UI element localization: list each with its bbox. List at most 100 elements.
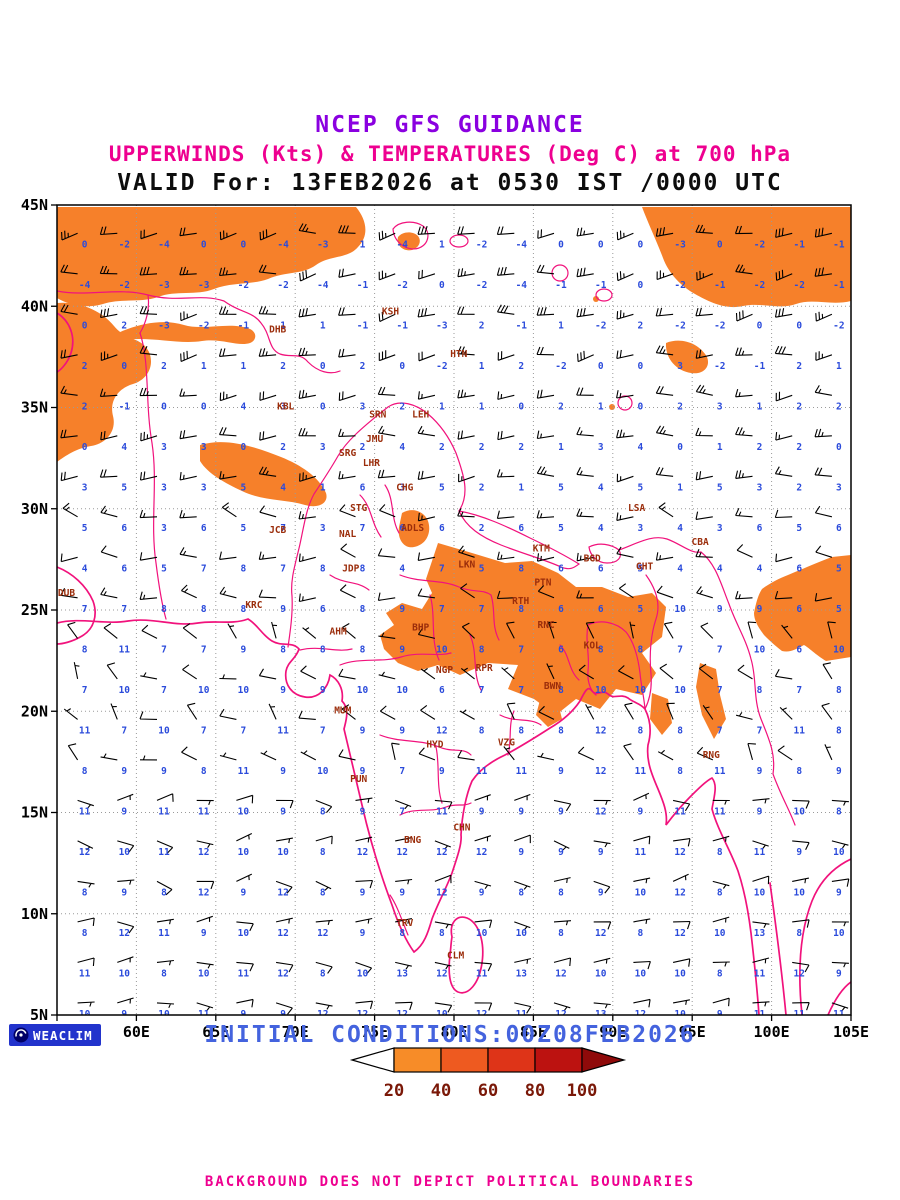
- svg-text:7: 7: [479, 604, 485, 615]
- svg-text:0: 0: [241, 239, 247, 250]
- svg-text:-2: -2: [198, 320, 209, 331]
- svg-text:9: 9: [836, 887, 842, 898]
- svg-text:7: 7: [677, 644, 683, 655]
- svg-text:SRN: SRN: [369, 410, 386, 421]
- svg-text:9: 9: [558, 766, 564, 777]
- svg-text:-1: -1: [833, 239, 845, 250]
- svg-text:10: 10: [238, 685, 250, 696]
- svg-text:8: 8: [201, 766, 207, 777]
- svg-text:35N: 35N: [21, 399, 48, 417]
- svg-text:7: 7: [241, 725, 247, 736]
- svg-text:JMU: JMU: [366, 434, 383, 445]
- svg-text:0: 0: [241, 442, 247, 453]
- svg-text:-4: -4: [277, 239, 289, 250]
- svg-text:-2: -2: [238, 280, 249, 291]
- svg-text:-4: -4: [317, 280, 329, 291]
- svg-text:-2: -2: [476, 280, 487, 291]
- svg-text:0: 0: [82, 239, 88, 250]
- wind-barbs: [60, 223, 850, 1015]
- svg-text:9: 9: [320, 685, 326, 696]
- svg-text:1: 1: [479, 401, 485, 412]
- svg-text:9: 9: [479, 887, 485, 898]
- svg-text:VZG: VZG: [498, 738, 515, 749]
- svg-text:1: 1: [280, 320, 286, 331]
- svg-text:4: 4: [598, 523, 604, 534]
- colorbar-scale: 20 40 60 80 100: [349, 1047, 627, 1101]
- svg-text:-2: -2: [674, 280, 685, 291]
- svg-text:-2: -2: [436, 361, 447, 372]
- svg-text:3: 3: [161, 442, 167, 453]
- svg-text:4: 4: [121, 442, 127, 453]
- svg-text:5: 5: [638, 482, 644, 493]
- svg-text:-1: -1: [396, 320, 408, 331]
- svg-text:9: 9: [241, 887, 247, 898]
- svg-text:8: 8: [280, 644, 286, 655]
- svg-text:3: 3: [638, 523, 644, 534]
- svg-text:8: 8: [320, 644, 326, 655]
- svg-text:RTH: RTH: [512, 596, 529, 607]
- svg-text:10: 10: [317, 766, 329, 777]
- svg-text:10: 10: [793, 887, 805, 898]
- svg-text:9: 9: [757, 766, 763, 777]
- svg-text:6: 6: [796, 563, 802, 574]
- svg-text:7: 7: [717, 685, 723, 696]
- svg-text:8: 8: [757, 685, 763, 696]
- svg-text:2: 2: [479, 320, 485, 331]
- svg-text:11: 11: [674, 806, 686, 817]
- svg-text:5: 5: [121, 482, 127, 493]
- svg-text:8: 8: [161, 968, 167, 979]
- svg-text:7: 7: [518, 685, 524, 696]
- svg-text:10: 10: [79, 1009, 91, 1020]
- svg-text:11: 11: [793, 1009, 805, 1020]
- svg-text:-3: -3: [674, 239, 686, 250]
- svg-text:4: 4: [638, 442, 644, 453]
- svg-text:-4: -4: [79, 280, 91, 291]
- svg-text:1: 1: [558, 320, 564, 331]
- svg-text:7: 7: [121, 725, 127, 736]
- svg-text:6: 6: [121, 523, 127, 534]
- svg-text:4: 4: [677, 563, 683, 574]
- svg-text:60E: 60E: [123, 1023, 150, 1041]
- svg-text:40N: 40N: [21, 297, 48, 315]
- svg-text:9: 9: [121, 1009, 127, 1020]
- svg-text:NGP: NGP: [436, 665, 453, 676]
- svg-text:10: 10: [674, 1009, 686, 1020]
- svg-text:0: 0: [638, 239, 644, 250]
- svg-text:KSH: KSH: [382, 306, 399, 317]
- svg-text:9: 9: [796, 847, 802, 858]
- svg-text:9: 9: [280, 806, 286, 817]
- svg-text:8: 8: [320, 847, 326, 858]
- svg-text:12: 12: [79, 847, 90, 858]
- svg-text:9: 9: [360, 725, 366, 736]
- svg-text:0: 0: [320, 361, 326, 372]
- svg-text:8: 8: [518, 887, 524, 898]
- svg-text:65E: 65E: [202, 1023, 229, 1041]
- svg-text:30N: 30N: [21, 500, 48, 518]
- svg-text:0: 0: [796, 320, 802, 331]
- svg-text:7: 7: [82, 685, 88, 696]
- svg-text:8: 8: [717, 887, 723, 898]
- svg-text:3: 3: [836, 482, 842, 493]
- svg-text:5N: 5N: [30, 1006, 48, 1024]
- svg-text:6: 6: [796, 604, 802, 615]
- svg-text:9: 9: [280, 766, 286, 777]
- svg-text:LHR: LHR: [363, 458, 380, 469]
- svg-text:SRG: SRG: [339, 448, 356, 459]
- svg-text:11: 11: [754, 1009, 766, 1020]
- svg-text:12: 12: [595, 766, 606, 777]
- svg-text:2: 2: [518, 361, 524, 372]
- svg-text:9: 9: [280, 604, 286, 615]
- coastlines-and-borders: [57, 221, 851, 1015]
- svg-text:10: 10: [595, 685, 607, 696]
- svg-text:BGD: BGD: [584, 553, 601, 564]
- svg-text:4: 4: [717, 563, 723, 574]
- svg-text:8: 8: [796, 766, 802, 777]
- svg-text:8: 8: [82, 766, 88, 777]
- svg-text:4: 4: [757, 563, 763, 574]
- svg-text:8: 8: [558, 685, 564, 696]
- svg-text:12: 12: [635, 1009, 646, 1020]
- svg-text:-1: -1: [357, 280, 369, 291]
- svg-text:0: 0: [201, 401, 207, 412]
- svg-text:0: 0: [201, 239, 207, 250]
